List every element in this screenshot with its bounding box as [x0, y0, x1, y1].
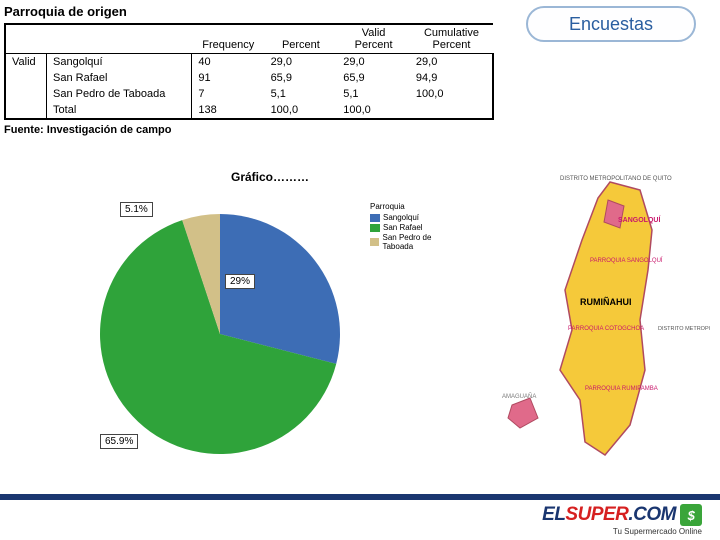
map-section: DISTRITO METROPOLITANO DE QUITO DISTRITO…: [490, 170, 710, 480]
col-blank1: [5, 24, 47, 54]
map-label-0: SANGOLQUÍ: [618, 215, 661, 224]
table-title: Parroquia de origen: [4, 4, 504, 19]
frequency-table-section: Parroquia de origen Frequency Percent Va…: [4, 4, 504, 136]
table-row: ValidSangolquí4029,029,029,0: [5, 54, 493, 71]
col-percent: Percent: [265, 24, 338, 54]
pie-svg: [90, 204, 350, 464]
legend-item: San Rafael: [370, 223, 460, 232]
pie-chart-section: Gráfico……… Parroquia SangolquíSan Rafael…: [60, 170, 480, 490]
footer-bar: ELSUPER.COM$ Tu Supermercado Online: [0, 494, 720, 540]
logo-pre: EL: [542, 505, 565, 526]
logo-tagline: Tu Supermercado Online: [613, 527, 702, 536]
table-row: Total138100,0100,0: [5, 102, 493, 119]
badge-label: Encuestas: [569, 14, 653, 35]
cart-icon: $: [680, 504, 702, 526]
map-label-1: PARROQUIA SANGOLQUÍ: [590, 257, 663, 264]
col-frequency: Frequency: [192, 24, 265, 54]
chart-title: Gráfico………: [60, 170, 480, 184]
map-east-label: DISTRITO METROPOLITANO DE QUITO: [658, 326, 710, 332]
pie-wrap: Parroquia SangolquíSan RafaelSan Pedro d…: [60, 184, 460, 474]
footer-logo: ELSUPER.COM$ Tu Supermercado Online: [542, 504, 702, 535]
map-north-label: DISTRITO METROPOLITANO DE QUITO: [560, 176, 672, 182]
legend-title: Parroquia: [370, 202, 460, 211]
map-label-2: RUMIÑAHUI: [580, 297, 632, 307]
pie-legend: Parroquia SangolquíSan RafaelSan Pedro d…: [370, 202, 460, 252]
pct-label: 29%: [225, 274, 255, 289]
encuestas-badge: Encuestas: [526, 6, 696, 42]
table-row: San Rafael9165,965,994,9: [5, 70, 493, 86]
col-blank2: [47, 24, 192, 54]
map-label-3: PARROQUIA COTOGCHOA: [568, 326, 644, 332]
legend-item: San Pedro de Taboada: [370, 233, 460, 251]
map-accent-shape-2: [508, 398, 538, 428]
logo-suf: .COM: [628, 505, 676, 526]
map-svg: DISTRITO METROPOLITANO DE QUITO DISTRITO…: [490, 170, 710, 470]
pct-label: 5.1%: [120, 202, 153, 217]
frequency-table: Frequency Percent Valid Percent Cumulati…: [4, 23, 494, 120]
col-cum-percent: Cumulative Percent: [410, 24, 493, 54]
table-row: San Pedro de Taboada75,15,1100,0: [5, 86, 493, 102]
table-header-row: Frequency Percent Valid Percent Cumulati…: [5, 24, 493, 54]
map-label-5: AMAGUAÑA: [502, 393, 536, 400]
logo-text: ELSUPER.COM$: [542, 504, 702, 526]
col-valid-percent: Valid Percent: [337, 24, 410, 54]
legend-item: Sangolquí: [370, 213, 460, 222]
pct-label: 65.9%: [100, 434, 138, 449]
map-label-4: PARROQUIA RUMIPAMBA: [585, 386, 658, 392]
logo-mid: SUPER: [565, 505, 628, 526]
table-source: Fuente: Investigación de campo: [4, 124, 504, 136]
